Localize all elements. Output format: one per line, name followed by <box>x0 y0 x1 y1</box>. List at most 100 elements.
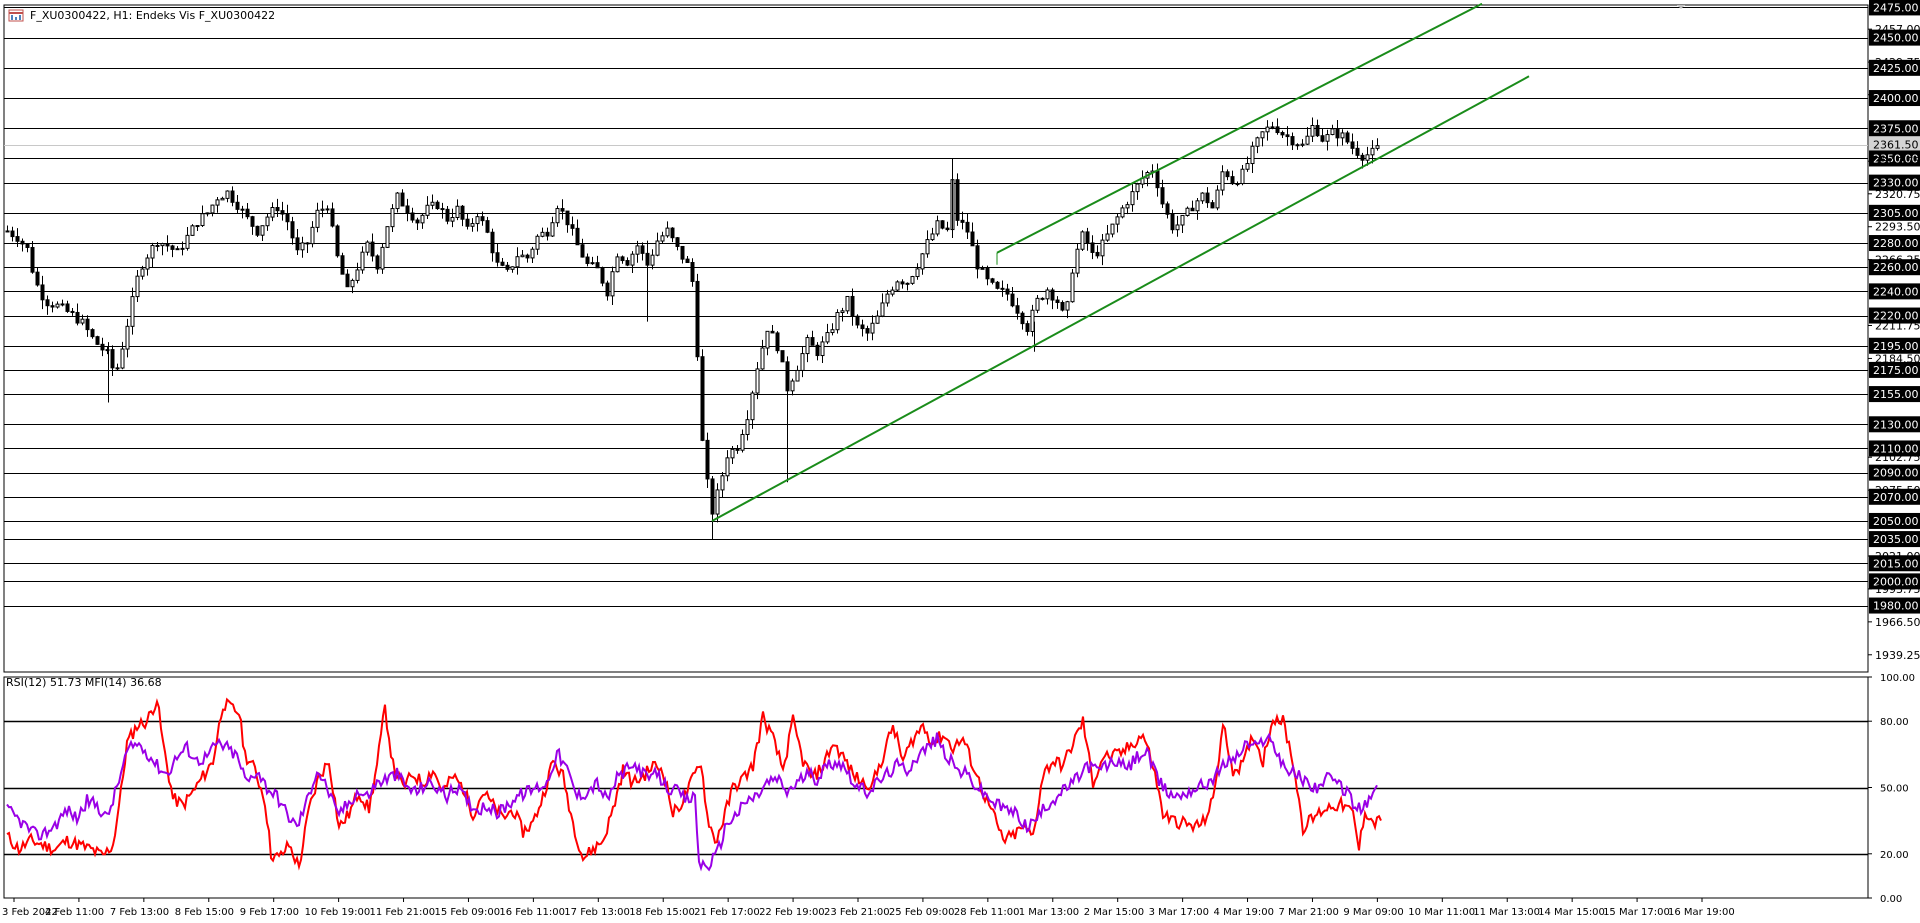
candle-bear <box>480 216 485 222</box>
candle-bear <box>1280 132 1285 136</box>
candle-bull <box>160 243 165 247</box>
candle-bull <box>755 368 760 394</box>
candle-bull <box>365 241 370 253</box>
candle-bear <box>85 318 90 331</box>
level-price-label: 2400.00 <box>1873 92 1919 105</box>
candle-bear <box>575 227 580 246</box>
candle-bear <box>340 255 345 275</box>
candle-bear <box>330 208 335 227</box>
level-price-label: 2280.00 <box>1873 237 1919 250</box>
candle-bear <box>775 332 780 352</box>
price-tick-label: 1966.50 <box>1875 616 1920 629</box>
candle-bear <box>940 220 945 229</box>
candle-bear <box>15 236 20 242</box>
candle-bull <box>550 222 555 237</box>
candle-bear <box>155 244 160 247</box>
candle-bear <box>710 478 715 515</box>
shift-end-marker[interactable] <box>1677 5 1685 9</box>
candle-bull <box>470 223 475 227</box>
price-tick-label: 2293.50 <box>1875 221 1920 234</box>
candle-bull <box>265 216 270 227</box>
candle-bear <box>1275 126 1280 134</box>
candle-bear <box>1000 287 1005 290</box>
candle-bull <box>725 457 730 477</box>
candle-bull <box>1080 231 1085 250</box>
candle-bear <box>165 243 170 247</box>
level-price-label: 2015.00 <box>1873 557 1919 570</box>
level-price-label-box <box>1869 120 1920 137</box>
candle-bear <box>245 208 250 218</box>
candle-bear <box>20 240 25 245</box>
level-price-label-box <box>1869 512 1920 529</box>
candle-bear <box>230 190 235 203</box>
channel-lower-trendline[interactable] <box>711 75 1530 522</box>
channel-upper-trendline[interactable] <box>996 2 1483 254</box>
candle-bear <box>640 245 645 254</box>
candle-bear <box>5 230 10 233</box>
candle-bull <box>425 204 430 216</box>
candle-bull <box>875 315 880 324</box>
candle-bear <box>975 245 980 270</box>
candle-bear <box>560 208 565 212</box>
candle-bull <box>125 325 130 350</box>
candle-bear <box>780 350 785 363</box>
indicator-axis: 100.00 80.00 50.00 20.00 0.00 <box>1868 673 1915 905</box>
level-price-label: 2475.00 <box>1873 1 1919 14</box>
candle-bull <box>1035 297 1040 311</box>
candle-bull <box>1045 289 1050 300</box>
candle-bear <box>40 284 45 301</box>
candle-bull <box>240 208 245 211</box>
candle-bull <box>455 205 460 218</box>
candle-bull <box>515 256 520 268</box>
price-tick-label: 1993.75 <box>1875 583 1920 596</box>
candle-bull <box>895 281 900 291</box>
candle-bull <box>930 233 935 241</box>
candle-bull <box>120 348 125 369</box>
candle-bear <box>865 328 870 334</box>
time-tick-label: 22 Feb 19:00 <box>759 907 825 918</box>
candle-bear <box>345 273 350 288</box>
candle-bear <box>1315 124 1320 137</box>
candle-bull <box>1200 192 1205 202</box>
time-tick-label: 7 Mar 21:00 <box>1278 907 1338 918</box>
candle-bear <box>855 315 860 326</box>
level-price-label-box <box>1869 283 1920 300</box>
candle-bull <box>1180 214 1185 226</box>
candle-bull <box>1120 207 1125 218</box>
candle-bear <box>30 246 35 273</box>
candle-bear <box>595 262 600 269</box>
candle-bull <box>905 282 910 285</box>
candle-bull <box>720 475 725 491</box>
candle-bull <box>1245 163 1250 170</box>
time-tick-label: 8 Feb 15:00 <box>175 907 234 918</box>
time-tick-label: 21 Feb 17:00 <box>694 907 760 918</box>
price-tick-label: 2211.75 <box>1875 320 1920 333</box>
candle-bear <box>1285 134 1290 138</box>
candle-bear <box>1020 312 1025 325</box>
level-price-label-box <box>1869 440 1920 457</box>
indicator-tick-label: 80.00 <box>1880 717 1909 728</box>
candle-bull <box>1110 223 1115 235</box>
price-tick-label: 2347.75 <box>1875 155 1920 168</box>
candle-bull <box>1130 191 1135 206</box>
candle-bear <box>600 267 605 284</box>
candle-bear <box>50 305 55 308</box>
candle-bull <box>1195 200 1200 212</box>
candle-bull <box>610 271 615 297</box>
candle-bull <box>300 242 305 251</box>
candle-bear <box>620 256 625 262</box>
level-price-label: 2155.00 <box>1873 388 1919 401</box>
candle-bull <box>1235 183 1240 186</box>
candle-bull <box>315 209 320 228</box>
candle-bull <box>270 207 275 218</box>
candle-bull <box>380 246 385 270</box>
candle-bull <box>145 257 150 270</box>
candle-bear <box>170 245 175 250</box>
candle-bear <box>815 344 820 357</box>
candle-bear <box>250 216 255 227</box>
level-price-label: 2220.00 <box>1873 310 1919 323</box>
candle-bear <box>985 267 990 280</box>
time-tick-label: 3 Feb 2022 <box>2 907 58 918</box>
candle-bull <box>805 337 810 355</box>
candle-bear <box>460 205 465 220</box>
